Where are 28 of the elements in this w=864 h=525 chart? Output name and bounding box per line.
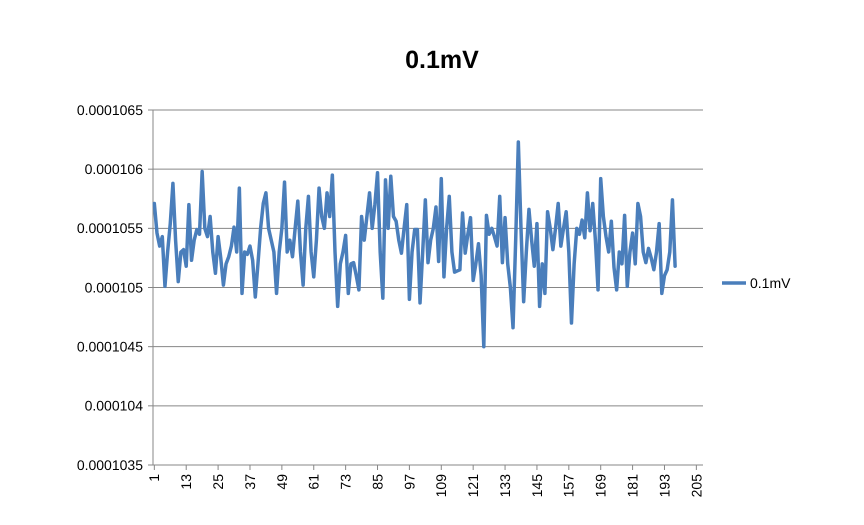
x-tick-label: 1: [146, 474, 162, 482]
x-tick-label: 157: [560, 474, 577, 498]
y-tick-label: 0.000106: [84, 161, 144, 178]
x-tick-label: 49: [274, 474, 290, 490]
line-series: [152, 140, 677, 348]
x-tick-label: 97: [401, 474, 418, 490]
y-tick-label: 0.000105: [84, 279, 144, 296]
x-tick-label: 205: [688, 474, 704, 498]
y-tick-label: 0.000104: [84, 398, 144, 414]
x-tick-label: 121: [465, 474, 482, 498]
x-tick-label: 37: [242, 474, 258, 490]
x-tick-label: 61: [306, 474, 322, 490]
x-tick-label: 145: [528, 474, 545, 498]
y-tick-label: 0.0001065: [76, 102, 144, 118]
x-tick-label: 25: [210, 474, 226, 490]
x-tick-label: 13: [178, 474, 194, 490]
x-tick-label: 169: [592, 474, 609, 498]
y-tick-label: 0.0001055: [76, 220, 144, 236]
chart-title: 0.1mV: [405, 46, 480, 74]
legend-label: 0.1mV: [750, 274, 792, 291]
y-tick-label: 0.0001035: [76, 456, 144, 473]
x-tick-label: 73: [338, 474, 354, 490]
y-tick-label: 0.0001045: [76, 338, 144, 355]
x-tick-label: 133: [496, 474, 513, 498]
x-tick-label: 193: [656, 474, 672, 498]
x-tick-label: 85: [369, 474, 386, 490]
x-tick-label: 181: [624, 474, 640, 498]
x-tick-label: 109: [433, 474, 450, 498]
